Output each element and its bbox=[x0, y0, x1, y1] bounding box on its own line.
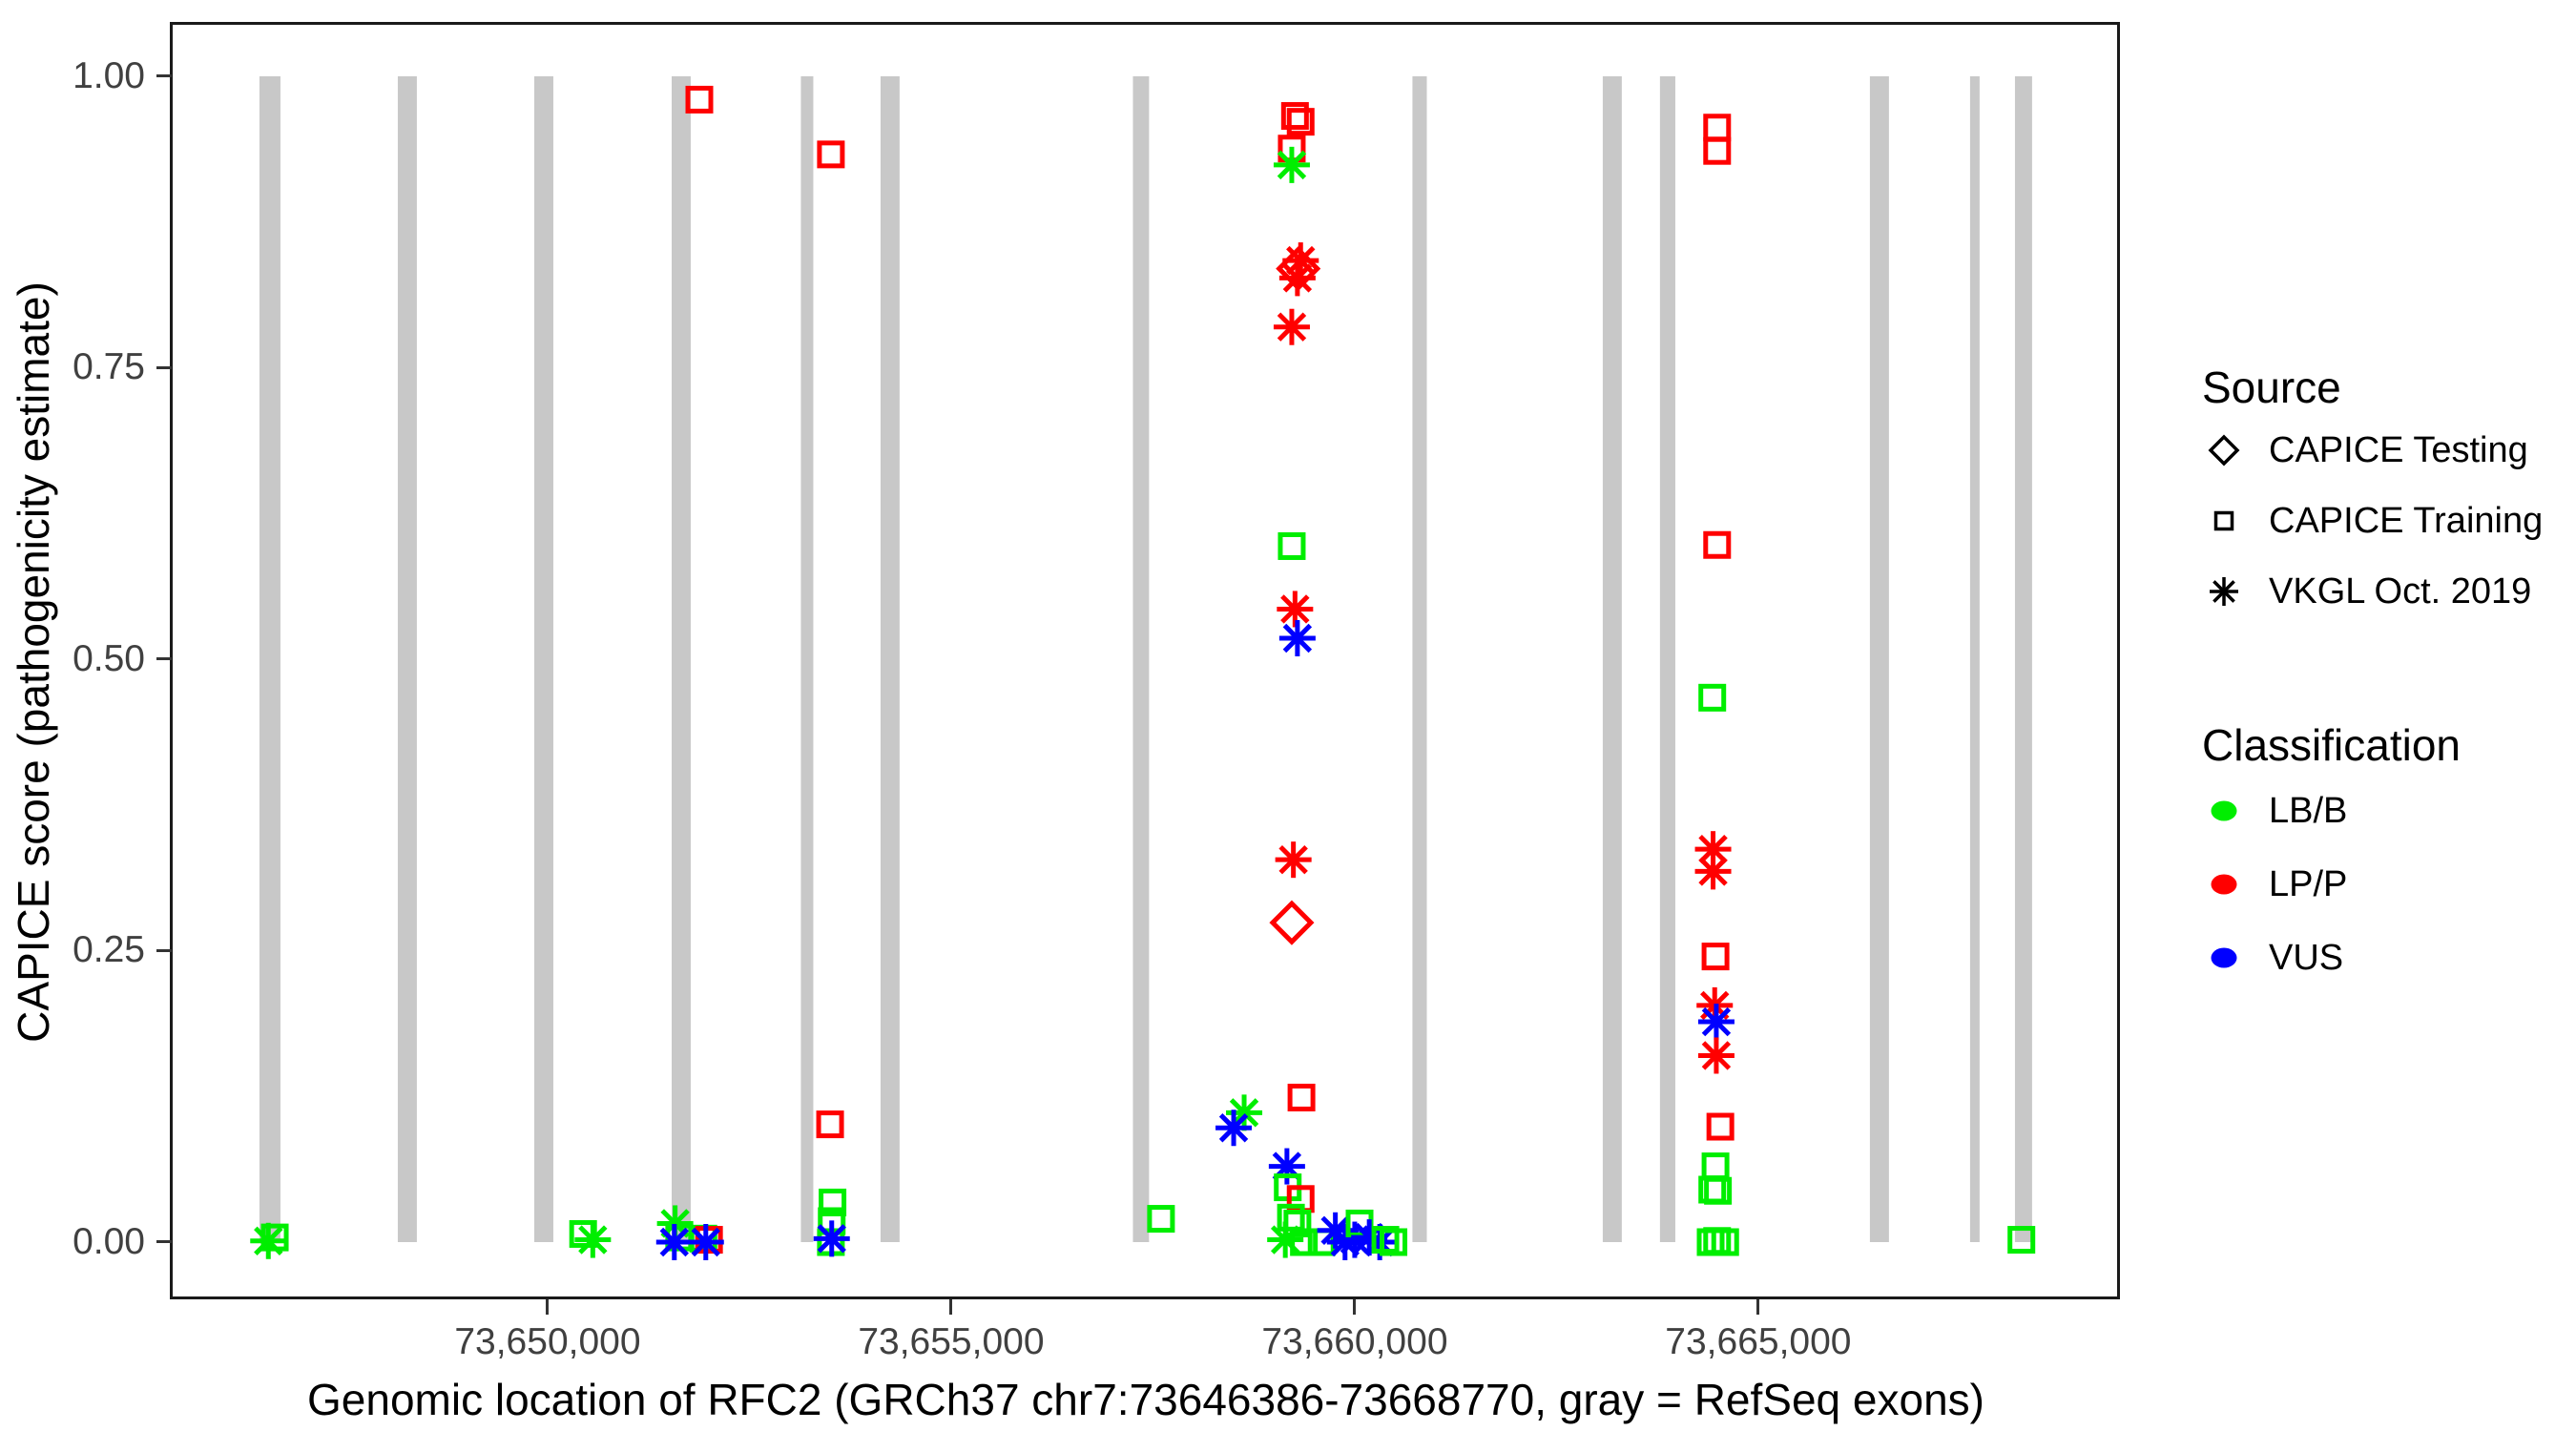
legend-item-label: VUS bbox=[2269, 937, 2344, 978]
data-point bbox=[574, 1221, 612, 1258]
legend: Source CAPICE Testing CAPICE Training VKGL… bbox=[2202, 0, 2576, 1097]
exon-bar bbox=[2014, 75, 2032, 1242]
legend-item-square: CAPICE Training bbox=[2202, 499, 2543, 543]
legend-item-vus: VUS bbox=[2202, 936, 2343, 980]
data-point bbox=[1697, 1004, 1735, 1041]
y-tick-label: 0.25 bbox=[73, 929, 145, 971]
legend-item-label: VKGL Oct. 2019 bbox=[2269, 570, 2532, 612]
x-tick-mark bbox=[546, 1299, 550, 1315]
data-point bbox=[1147, 1205, 1175, 1234]
data-point bbox=[1277, 591, 1314, 628]
exon-bar bbox=[1132, 75, 1150, 1242]
scatter-plot bbox=[250, 75, 2036, 1260]
legend-item-label: CAPICE Training bbox=[2269, 500, 2544, 541]
data-point bbox=[1278, 619, 1316, 656]
exon-bar bbox=[1412, 75, 1427, 1242]
data-point bbox=[1275, 841, 1312, 879]
data-point bbox=[813, 1220, 850, 1257]
x-axis-title: Genomic location of RFC2 (GRCh37 chr7:73… bbox=[307, 1375, 1984, 1424]
data-point bbox=[1287, 1083, 1316, 1111]
data-point bbox=[685, 85, 714, 114]
legend-item-label: LB/B bbox=[2269, 790, 2348, 831]
exon-bar bbox=[880, 75, 900, 1242]
dot-icon bbox=[2211, 800, 2237, 821]
exon-bar bbox=[397, 75, 417, 1242]
exon-bar bbox=[534, 75, 553, 1242]
data-point bbox=[1701, 943, 1730, 971]
y-tick-mark bbox=[156, 657, 172, 661]
diamond-icon bbox=[2208, 434, 2240, 467]
data-point bbox=[1286, 108, 1315, 136]
exon-bar bbox=[1602, 75, 1622, 1242]
exon-bar bbox=[1659, 75, 1675, 1242]
y-tick-label: 1.00 bbox=[73, 54, 145, 96]
x-tick-mark bbox=[1353, 1299, 1357, 1315]
y-tick-mark bbox=[156, 1240, 172, 1244]
data-point bbox=[816, 1110, 844, 1139]
data-point bbox=[687, 1223, 724, 1260]
data-point bbox=[1215, 1110, 1253, 1147]
data-point bbox=[1703, 136, 1732, 165]
exon-bar bbox=[800, 75, 814, 1242]
data-point bbox=[1706, 1112, 1735, 1141]
asterisk-icon bbox=[2210, 577, 2238, 606]
data-point bbox=[1278, 531, 1306, 560]
legend-item-lpp: LP/P bbox=[2202, 862, 2347, 906]
data-point bbox=[2007, 1226, 2036, 1255]
exon-bar bbox=[671, 75, 691, 1242]
data-point bbox=[1704, 1176, 1733, 1205]
exon-bar bbox=[259, 75, 280, 1242]
y-tick-label: 0.50 bbox=[73, 637, 145, 679]
x-tick-mark bbox=[1756, 1299, 1760, 1315]
data-point bbox=[1703, 114, 1732, 142]
data-point bbox=[1694, 831, 1732, 868]
plot-panel bbox=[170, 22, 2120, 1299]
y-tick-mark bbox=[156, 948, 172, 952]
data-point bbox=[1698, 683, 1727, 712]
data-point bbox=[1701, 1152, 1730, 1181]
exon-bar bbox=[1969, 75, 1980, 1242]
data-point bbox=[1280, 102, 1309, 131]
legend-item-label: LP/P bbox=[2269, 863, 2348, 904]
legend-source-title: Source bbox=[2202, 363, 2341, 412]
square-icon bbox=[2213, 510, 2234, 531]
x-tick-label: 73,650,000 bbox=[454, 1321, 641, 1362]
legend-item-lbb: LB/B bbox=[2202, 789, 2347, 833]
legend-item-diamond: CAPICE Testing bbox=[2202, 428, 2528, 472]
data-point bbox=[1278, 259, 1316, 297]
data-point bbox=[1290, 1228, 1319, 1256]
data-point bbox=[1711, 1228, 1739, 1256]
dot-icon bbox=[2211, 874, 2237, 895]
data-point bbox=[1273, 308, 1310, 345]
dot-icon bbox=[2211, 947, 2237, 968]
data-point bbox=[817, 140, 845, 169]
data-point bbox=[1694, 853, 1732, 890]
x-tick-label: 73,655,000 bbox=[858, 1321, 1045, 1362]
data-point bbox=[1380, 1228, 1408, 1256]
legend-classification-title: Classification bbox=[2202, 720, 2461, 770]
data-point bbox=[1697, 1037, 1735, 1074]
legend-item-label: CAPICE Testing bbox=[2269, 429, 2528, 470]
legend-item-asterisk: VKGL Oct. 2019 bbox=[2202, 570, 2531, 613]
data-point bbox=[819, 1188, 847, 1216]
data-point bbox=[1269, 900, 1315, 945]
y-tick-mark bbox=[156, 365, 172, 369]
x-tick-label: 73,660,000 bbox=[1261, 1321, 1448, 1362]
exon-bar bbox=[1869, 75, 1889, 1242]
data-point bbox=[655, 1223, 693, 1260]
y-tick-mark bbox=[156, 74, 172, 78]
x-tick-label: 73,665,000 bbox=[1665, 1321, 1852, 1362]
data-point bbox=[1273, 146, 1310, 183]
data-point bbox=[260, 1223, 289, 1252]
data-point bbox=[1703, 530, 1732, 559]
y-tick-label: 0.75 bbox=[73, 346, 145, 388]
y-tick-label: 0.00 bbox=[73, 1220, 145, 1262]
y-axis-title: CAPICE score (pathogenicity estimate) bbox=[9, 281, 58, 1043]
x-tick-mark bbox=[949, 1299, 953, 1315]
